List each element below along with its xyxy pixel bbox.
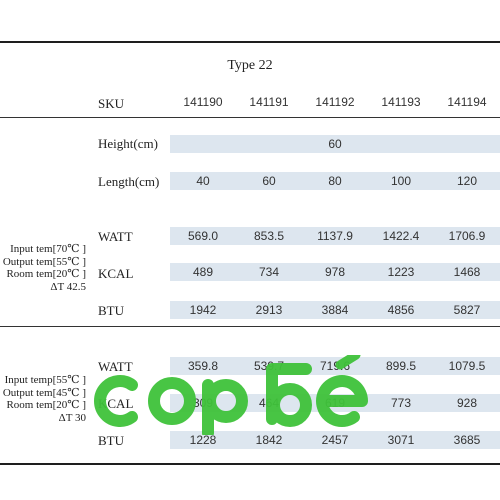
kcal-label: KCAL bbox=[98, 396, 134, 411]
watt-value: 1079.5 bbox=[448, 359, 486, 373]
height-value: 60 bbox=[328, 137, 342, 151]
kcal-value: 464 bbox=[258, 396, 280, 410]
group-divider bbox=[0, 326, 500, 327]
btu-value: 2457 bbox=[321, 433, 349, 447]
condition-block-2: Input temp[55℃ ] Output tem[45℃ ] Room t… bbox=[0, 374, 86, 424]
condition-line: Room tem[20℃ ] bbox=[6, 399, 86, 411]
table-title: Type 22 bbox=[227, 58, 273, 73]
height-band bbox=[170, 135, 500, 153]
watt-value: 853.5 bbox=[253, 229, 285, 243]
watt-band bbox=[170, 227, 500, 245]
kcal-value: 1223 bbox=[387, 265, 415, 279]
condition-line: ΔT 42.5 bbox=[50, 280, 86, 293]
length-value: 60 bbox=[262, 174, 276, 188]
watt-label: WATT bbox=[98, 229, 133, 244]
top-rule bbox=[0, 41, 500, 43]
length-value: 120 bbox=[456, 174, 478, 188]
condition-line: Output tem[45℃ ] bbox=[2, 386, 86, 399]
watt-value: 539.7 bbox=[253, 359, 285, 373]
height-label: Height(cm) bbox=[98, 136, 158, 151]
length-value: 80 bbox=[328, 174, 342, 188]
btu-value: 3685 bbox=[453, 433, 481, 447]
btu-value: 2913 bbox=[255, 303, 283, 317]
kcal-band bbox=[170, 263, 500, 281]
condition-block-1: Input tem[70℃ ] Output tem[55℃ ] Room te… bbox=[0, 243, 86, 293]
condition-line: ΔT 30 bbox=[58, 411, 86, 424]
kcal-value: 928 bbox=[456, 396, 478, 410]
length-label: Length(cm) bbox=[98, 174, 160, 189]
kcal-value: 619 bbox=[324, 396, 346, 410]
watt-label: WATT bbox=[98, 359, 133, 374]
btu-label: BTU bbox=[98, 433, 124, 448]
length-value: 100 bbox=[390, 174, 412, 188]
kcal-label: KCAL bbox=[98, 266, 134, 281]
sku-label: SKU bbox=[98, 96, 125, 111]
header-rule bbox=[0, 117, 500, 118]
kcal-value: 1468 bbox=[453, 265, 481, 279]
btu-value: 5827 bbox=[453, 303, 481, 317]
sku-header: 141193 bbox=[381, 95, 421, 109]
btu-value: 1942 bbox=[189, 303, 217, 317]
length-band bbox=[170, 172, 500, 190]
condition-line: Output tem[55℃ ] bbox=[2, 255, 86, 268]
watt-value: 719.6 bbox=[319, 359, 351, 373]
condition-line: Input tem[70℃ ] bbox=[10, 243, 86, 255]
sku-header: 141190 bbox=[183, 95, 223, 109]
watt-value: 359.8 bbox=[187, 359, 219, 373]
sku-header: 141194 bbox=[447, 95, 487, 109]
btu-band bbox=[170, 431, 500, 449]
length-value: 40 bbox=[196, 174, 210, 188]
sku-header: 141192 bbox=[315, 95, 355, 109]
kcal-value: 734 bbox=[258, 265, 280, 279]
kcal-value: 773 bbox=[390, 396, 412, 410]
btu-value: 3071 bbox=[387, 433, 415, 447]
watt-value: 569.0 bbox=[187, 229, 219, 243]
watt-value: 1706.9 bbox=[448, 229, 486, 243]
btu-value: 1842 bbox=[255, 433, 283, 447]
watt-value: 1137.9 bbox=[317, 229, 353, 243]
btu-value: 3884 bbox=[321, 303, 349, 317]
btu-value: 4856 bbox=[387, 303, 415, 317]
watt-value: 899.5 bbox=[385, 359, 417, 373]
watt-band bbox=[170, 357, 500, 375]
sku-header: 141191 bbox=[249, 95, 289, 109]
kcal-value: 978 bbox=[324, 265, 346, 279]
bottom-rule bbox=[0, 463, 500, 465]
kcal-value: 489 bbox=[192, 265, 214, 279]
condition-line: Input temp[55℃ ] bbox=[4, 374, 86, 386]
btu-value: 1228 bbox=[189, 433, 217, 447]
watt-value: 1422.4 bbox=[382, 229, 420, 243]
condition-line: Room tem[20℃ ] bbox=[6, 268, 86, 280]
btu-band bbox=[170, 301, 500, 319]
btu-label: BTU bbox=[98, 303, 124, 318]
kcal-value: 309 bbox=[192, 396, 214, 410]
